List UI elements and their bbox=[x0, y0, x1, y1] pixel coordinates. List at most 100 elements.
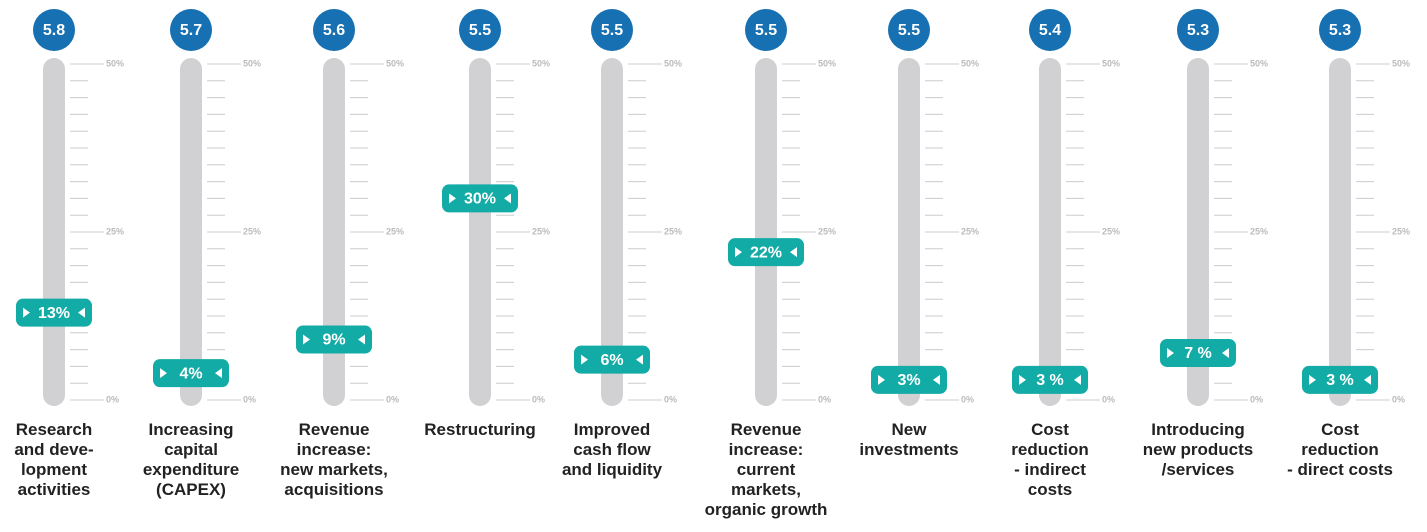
y-tick-label: 0% bbox=[1102, 394, 1115, 404]
arrow bbox=[636, 354, 643, 365]
arrow bbox=[581, 354, 588, 365]
track bbox=[180, 58, 202, 406]
arrow bbox=[23, 307, 30, 318]
value-label: 3 % bbox=[1036, 372, 1064, 389]
track bbox=[898, 58, 920, 406]
track bbox=[323, 58, 345, 406]
y-tick-label: 25% bbox=[664, 226, 682, 236]
value-label: 3 % bbox=[1326, 372, 1354, 389]
arrow bbox=[1019, 374, 1026, 385]
arrow bbox=[878, 374, 885, 385]
category-label: Revenue increase: current markets, organ… bbox=[704, 420, 828, 519]
score-label: 5.7 bbox=[180, 22, 202, 39]
category-label: Cost reduction - indirect costs bbox=[1011, 420, 1089, 499]
score-bubble bbox=[1029, 9, 1071, 51]
slider-badge bbox=[16, 298, 92, 327]
y-tick-label: 50% bbox=[243, 58, 261, 68]
score-label: 5.5 bbox=[469, 22, 491, 39]
category-label: Research and deve- lopment activities bbox=[14, 420, 94, 499]
y-tick-label: 50% bbox=[1392, 58, 1410, 68]
y-tick-label: 25% bbox=[1250, 226, 1268, 236]
score-bubble bbox=[591, 9, 633, 51]
y-tick-label: 0% bbox=[818, 394, 831, 404]
y-tick-label: 50% bbox=[532, 58, 550, 68]
y-tick-label: 50% bbox=[106, 58, 124, 68]
y-tick-label: 50% bbox=[1250, 58, 1268, 68]
arrow bbox=[1074, 374, 1081, 385]
y-tick-label: 50% bbox=[664, 58, 682, 68]
score-label: 5.5 bbox=[755, 22, 777, 39]
slider-badge bbox=[1012, 365, 1088, 394]
y-tick-label: 25% bbox=[243, 226, 261, 236]
y-tick-label: 50% bbox=[961, 58, 979, 68]
y-tick-label: 0% bbox=[961, 394, 974, 404]
y-tick-label: 0% bbox=[243, 394, 256, 404]
y-tick-label: 0% bbox=[1250, 394, 1263, 404]
category-label: Revenue increase: new markets, acquisiti… bbox=[280, 420, 388, 499]
arrow bbox=[735, 247, 742, 258]
track bbox=[43, 58, 65, 406]
score-bubble bbox=[459, 9, 501, 51]
score-label: 5.6 bbox=[323, 22, 345, 39]
value-label: 9% bbox=[322, 332, 345, 349]
track bbox=[1187, 58, 1209, 406]
y-tick-label: 0% bbox=[1392, 394, 1405, 404]
slider-badge bbox=[1302, 365, 1378, 394]
track bbox=[1039, 58, 1061, 406]
arrow bbox=[78, 307, 85, 318]
y-tick-label: 50% bbox=[1102, 58, 1120, 68]
arrow bbox=[160, 368, 167, 379]
category-label: Cost reduction - direct costs bbox=[1287, 420, 1393, 479]
category-label: Introducing new products /services bbox=[1142, 420, 1254, 479]
value-label: 4% bbox=[179, 365, 202, 382]
y-tick-label: 0% bbox=[664, 394, 677, 404]
y-tick-label: 0% bbox=[386, 394, 399, 404]
arrow bbox=[504, 193, 511, 204]
track bbox=[469, 58, 491, 406]
slider-badge bbox=[574, 345, 650, 374]
score-label: 5.3 bbox=[1329, 22, 1351, 39]
slider-badge bbox=[728, 238, 804, 267]
category-label: New investments bbox=[859, 420, 959, 459]
y-tick-label: 25% bbox=[1102, 226, 1120, 236]
value-label: 3% bbox=[897, 372, 920, 389]
score-bubble bbox=[1319, 9, 1361, 51]
y-tick-label: 25% bbox=[532, 226, 550, 236]
y-tick-label: 25% bbox=[961, 226, 979, 236]
score-label: 5.3 bbox=[1187, 22, 1209, 39]
y-tick-label: 25% bbox=[818, 226, 836, 236]
slider-badge bbox=[442, 184, 518, 213]
arrow bbox=[1167, 347, 1174, 358]
y-tick-label: 25% bbox=[386, 226, 404, 236]
score-label: 5.5 bbox=[898, 22, 920, 39]
score-label: 5.8 bbox=[43, 22, 65, 39]
y-tick-label: 50% bbox=[818, 58, 836, 68]
score-label: 5.5 bbox=[601, 22, 623, 39]
category-label: Improved cash flow and liquidity bbox=[561, 420, 663, 479]
y-tick-label: 0% bbox=[106, 394, 119, 404]
category-label: Restructuring bbox=[424, 420, 536, 439]
arrow bbox=[1222, 347, 1229, 358]
value-label: 30% bbox=[464, 191, 496, 208]
arrow bbox=[303, 334, 310, 345]
score-bubble bbox=[170, 9, 212, 51]
arrow bbox=[358, 334, 365, 345]
slider-badge bbox=[296, 325, 372, 354]
slider-badge bbox=[1160, 338, 1236, 367]
category-label: Increasing capital expenditure (CAPEX) bbox=[142, 420, 240, 499]
track bbox=[755, 58, 777, 406]
track bbox=[1329, 58, 1351, 406]
value-label: 6% bbox=[600, 352, 623, 369]
arrow bbox=[933, 374, 940, 385]
slider-badge bbox=[153, 359, 229, 388]
score-bubble bbox=[888, 9, 930, 51]
arrow bbox=[1364, 374, 1371, 385]
arrow bbox=[790, 247, 797, 258]
arrow bbox=[1309, 374, 1316, 385]
arrow bbox=[215, 368, 222, 379]
y-tick-label: 25% bbox=[106, 226, 124, 236]
score-bubble bbox=[1177, 9, 1219, 51]
score-label: 5.4 bbox=[1039, 22, 1061, 39]
score-bubble bbox=[745, 9, 787, 51]
